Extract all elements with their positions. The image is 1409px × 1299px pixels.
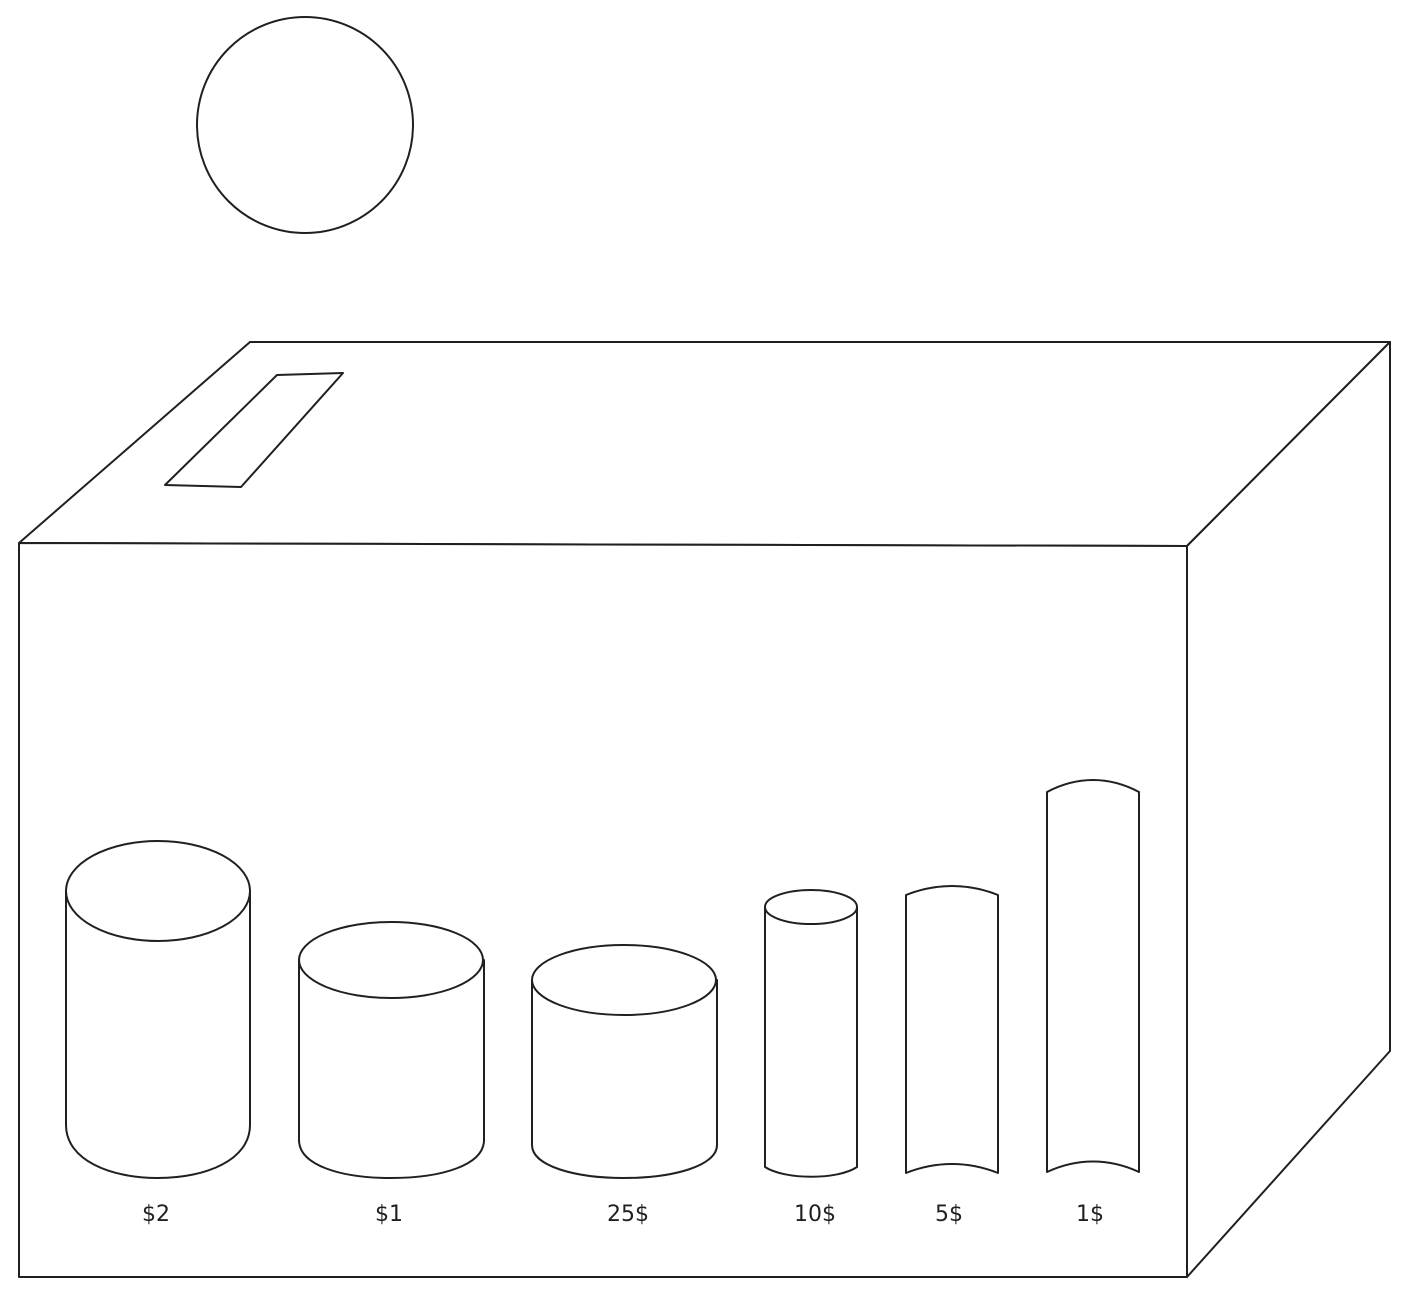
label-5: 5$ xyxy=(935,1202,963,1227)
bar-1 xyxy=(1047,780,1139,1172)
bar-5 xyxy=(906,886,998,1173)
label-1: 1$ xyxy=(1076,1202,1104,1227)
label-25: 25$ xyxy=(607,1202,649,1227)
label-1-dollar: $1 xyxy=(375,1202,403,1227)
label-2-dollar: $2 xyxy=(142,1202,170,1227)
cylinder-2-dollar xyxy=(66,841,250,1178)
cylinder-10 xyxy=(765,890,857,1177)
cylinder-1-dollar xyxy=(299,922,484,1178)
cylinder-25 xyxy=(532,945,717,1178)
coin-circle xyxy=(197,17,413,233)
label-10: 10$ xyxy=(794,1202,836,1227)
